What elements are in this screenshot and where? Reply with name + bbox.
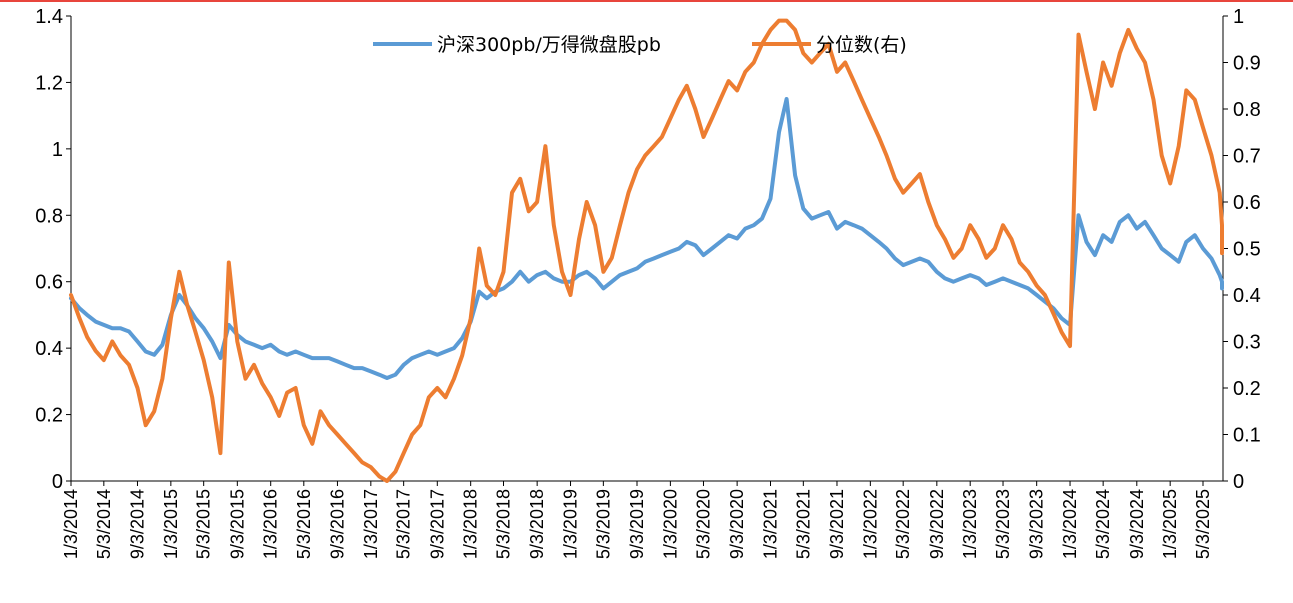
left-tick-label: 0.2: [35, 405, 63, 427]
x-tick-label: 1/3/2017: [361, 489, 381, 559]
x-tick-label: 9/3/2014: [127, 489, 147, 559]
right-tick-label: 0.9: [1233, 53, 1261, 75]
left-tick-label: 0.8: [35, 205, 63, 227]
right-tick-label: 0: [1233, 471, 1244, 493]
x-tick-label: 1/3/2021: [760, 489, 780, 559]
right-tick-label: 0.7: [1233, 146, 1261, 168]
x-tick-label: 1/3/2025: [1160, 489, 1180, 559]
series-line-2: [69, 18, 1224, 483]
x-tick-label: 5/3/2019: [593, 489, 613, 559]
legend-label-series-1: 沪深300pb/万得微盘股pb: [437, 34, 661, 56]
x-tick-label: 5/3/2021: [793, 489, 813, 559]
x-tick-label: 5/3/2018: [494, 489, 514, 559]
chart-legend: 沪深300pb/万得微盘股pb 分位数(右): [373, 34, 907, 56]
right-tick-label: 0.2: [1233, 378, 1261, 400]
x-tick-label: 9/3/2020: [727, 489, 747, 559]
right-tick-label: 0.1: [1233, 425, 1261, 447]
x-tick-label: 5/3/2014: [94, 489, 114, 559]
x-tick-label: 9/3/2023: [1027, 489, 1047, 559]
x-tick-label: 1/3/2016: [261, 489, 281, 559]
right-tick-label: 1: [1233, 6, 1244, 28]
x-tick-label: 1/3/2015: [161, 489, 181, 559]
x-tick-label: 5/3/2024: [1093, 489, 1113, 559]
x-tick-label: 5/3/2020: [693, 489, 713, 559]
series-layer: [69, 18, 1224, 483]
top-rule: [0, 0, 1293, 2]
x-tick-label: 1/3/2020: [660, 489, 680, 559]
left-y-axis: 0 0.2 0.4 0.6 0.8 1 1.2 1.4: [35, 6, 71, 493]
x-tick-label: 5/3/2022: [893, 489, 913, 559]
x-tick-label: 1/3/2024: [1060, 489, 1080, 559]
left-tick-label: 1.2: [35, 72, 63, 94]
x-tick-label: 9/3/2024: [1127, 489, 1147, 559]
left-tick-label: 0.6: [35, 272, 63, 294]
x-tick-label: 5/3/2016: [294, 489, 314, 559]
right-tick-label: 0.8: [1233, 99, 1261, 121]
series-line-1: [69, 97, 1224, 380]
x-tick-label: 9/3/2017: [427, 489, 447, 559]
right-tick-label: 0.5: [1233, 239, 1261, 261]
left-tick-label: 0.4: [35, 338, 63, 360]
x-tick-label: 5/3/2023: [993, 489, 1013, 559]
x-tick-label: 5/3/2015: [194, 489, 214, 559]
x-tick-label: 9/3/2018: [527, 489, 547, 559]
right-tick-label: 0.3: [1233, 332, 1261, 354]
chart-axes: [70, 16, 1224, 482]
left-tick-label: 1: [52, 139, 63, 161]
x-tick-label: 9/3/2022: [927, 489, 947, 559]
left-tick-label: 1.4: [35, 6, 63, 28]
x-axis: 1/3/2014 5/3/2014 9/3/2014 1/3/2015 5/3/2015…: [61, 481, 1213, 559]
x-tick-label: 1/3/2014: [61, 489, 81, 559]
x-tick-label: 5/3/2025: [1193, 489, 1213, 559]
x-tick-label: 9/3/2021: [827, 489, 847, 559]
legend-label-series-2: 分位数(右): [816, 34, 907, 56]
x-tick-label: 1/3/2023: [960, 489, 980, 559]
x-tick-label: 1/3/2019: [561, 489, 581, 559]
right-tick-label: 0.4: [1233, 285, 1261, 307]
x-tick-label: 1/3/2022: [860, 489, 880, 559]
x-tick-label: 5/3/2017: [394, 489, 414, 559]
right-y-axis: 0 0.1 0.2 0.3 0.4 0.5 0.6 0.7 0.8 0.9 1: [1223, 6, 1261, 493]
left-tick-label: 0: [52, 471, 63, 493]
x-tick-label: 1/3/2018: [461, 489, 481, 559]
x-tick-label: 9/3/2015: [227, 489, 247, 559]
x-tick-label: 9/3/2016: [327, 489, 347, 559]
x-tick-label: 9/3/2019: [627, 489, 647, 559]
right-tick-label: 0.6: [1233, 192, 1261, 214]
